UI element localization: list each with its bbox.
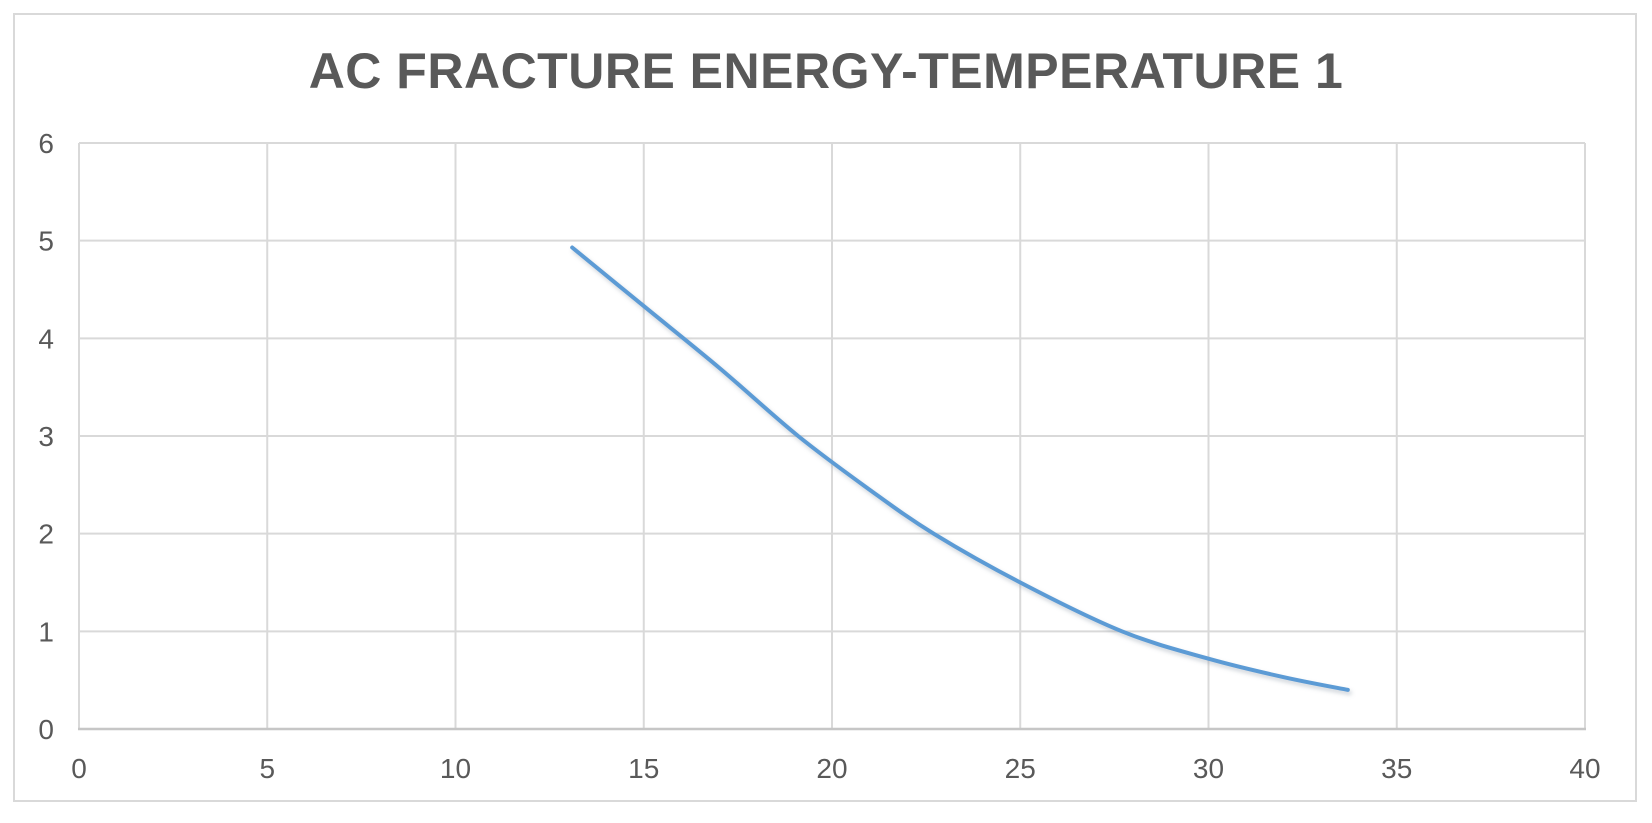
- x-tick-label: 20: [816, 753, 847, 784]
- series-layer: [570, 245, 1350, 692]
- y-tick-label: 1: [38, 616, 54, 647]
- x-tick-label: 30: [1193, 753, 1224, 784]
- tick-labels: 0 5 10 15 20 25 30 35 40 0 1 2 3 4 5 6: [38, 128, 1600, 784]
- x-tick-label: 10: [440, 753, 471, 784]
- y-tick-label: 5: [38, 226, 54, 257]
- x-tick-label: 35: [1381, 753, 1412, 784]
- y-tick-label: 6: [38, 128, 54, 159]
- series-line: [570, 245, 1350, 692]
- chart-frame: [13, 13, 1637, 802]
- gridlines: [78, 142, 1586, 729]
- y-tick-label: 0: [38, 714, 54, 745]
- x-tick-label: 0: [71, 753, 87, 784]
- x-tick-label: 15: [628, 753, 659, 784]
- x-tick-label: 25: [1005, 753, 1036, 784]
- x-tick-label: 5: [259, 753, 275, 784]
- x-tick-label: 40: [1569, 753, 1600, 784]
- y-tick-label: 4: [38, 323, 54, 354]
- y-tick-label: 3: [38, 421, 54, 452]
- y-tick-label: 2: [38, 519, 54, 550]
